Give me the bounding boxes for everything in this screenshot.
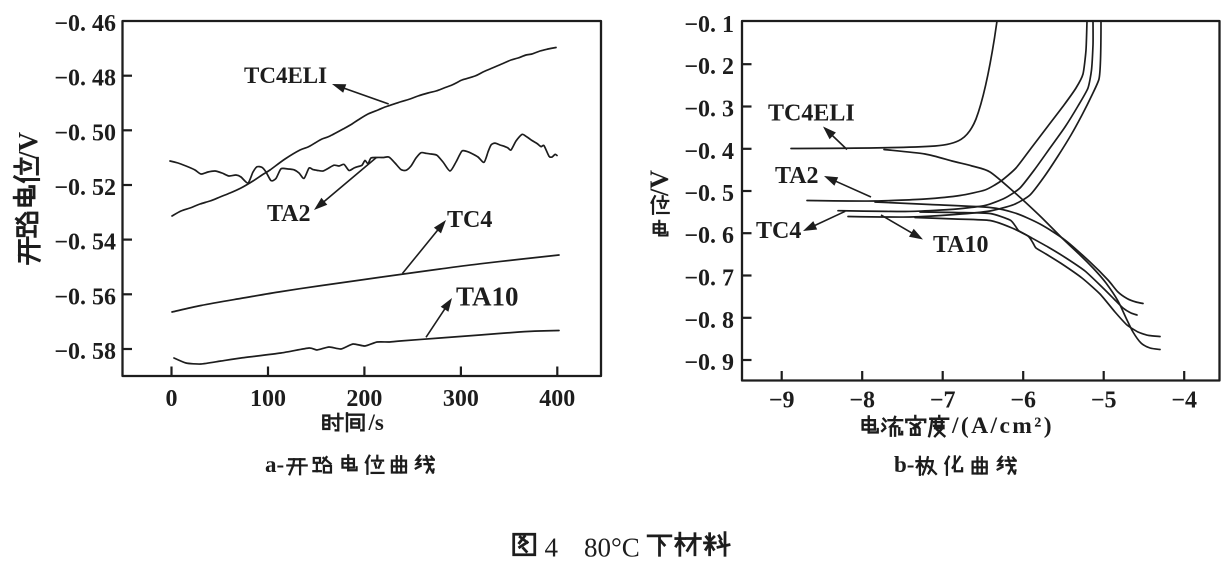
svg-text:−0. 50: −0. 50 <box>54 120 116 146</box>
svg-text:−5: −5 <box>1091 388 1117 414</box>
svg-text:−0. 4: −0. 4 <box>684 139 734 165</box>
svg-text:/(A/cm²): /(A/cm²) <box>951 413 1054 439</box>
svg-text:−0. 6: −0. 6 <box>684 223 734 249</box>
svg-text:TA2: TA2 <box>267 201 311 227</box>
svg-text:−9: −9 <box>769 388 795 414</box>
svg-text:−0. 54: −0. 54 <box>54 230 116 256</box>
svg-text:−0. 56: −0. 56 <box>54 284 116 310</box>
svg-text:400: 400 <box>539 386 575 412</box>
svg-text:−0. 2: −0. 2 <box>684 54 734 80</box>
svg-text:80°C: 80°C <box>584 533 640 563</box>
svg-text:−4: −4 <box>1171 388 1197 414</box>
svg-text:−7: −7 <box>930 388 956 414</box>
svg-text:TC4: TC4 <box>756 218 801 244</box>
svg-text:TC4ELI: TC4ELI <box>768 101 855 127</box>
svg-text:−8: −8 <box>849 388 875 414</box>
svg-text:TC4: TC4 <box>447 207 492 233</box>
svg-text:−0. 52: −0. 52 <box>54 175 116 201</box>
svg-text:TA10: TA10 <box>456 282 519 312</box>
svg-text:a-: a- <box>265 452 284 477</box>
svg-text:TA2: TA2 <box>775 163 819 189</box>
svg-text:200: 200 <box>346 386 382 412</box>
svg-text:/s: /s <box>368 410 384 435</box>
svg-text:300: 300 <box>443 386 479 412</box>
svg-text:TC4ELI: TC4ELI <box>244 63 327 88</box>
svg-text:100: 100 <box>250 386 286 412</box>
svg-text:4: 4 <box>545 533 559 563</box>
svg-text:b-: b- <box>894 452 914 477</box>
svg-text:−0. 5: −0. 5 <box>684 181 734 207</box>
svg-text:0: 0 <box>166 386 178 412</box>
svg-text:TA10: TA10 <box>933 232 989 258</box>
svg-text:−0. 48: −0. 48 <box>54 66 116 92</box>
svg-text:/V: /V <box>13 131 43 160</box>
svg-text:−6: −6 <box>1010 388 1036 414</box>
svg-text:−0. 8: −0. 8 <box>684 308 734 334</box>
svg-text:−0. 58: −0. 58 <box>54 339 116 365</box>
svg-text:−0. 3: −0. 3 <box>684 97 734 123</box>
svg-text:−0. 7: −0. 7 <box>684 266 734 292</box>
svg-text:−0. 9: −0. 9 <box>684 350 734 376</box>
svg-text:/V: /V <box>645 170 674 197</box>
svg-text:−0. 46: −0. 46 <box>54 11 116 37</box>
svg-text:−0. 1: −0. 1 <box>684 12 734 38</box>
